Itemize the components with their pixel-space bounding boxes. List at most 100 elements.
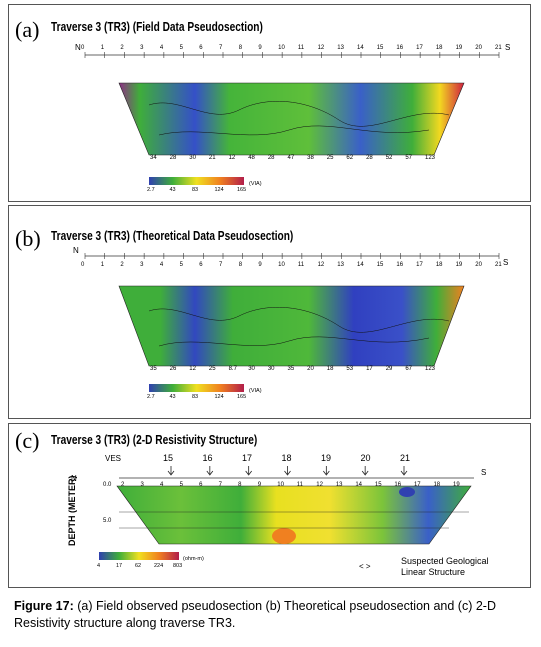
axis-tick-label: 10 bbox=[277, 482, 284, 488]
panel-a-pseudosection bbox=[118, 82, 465, 156]
axis-tick-label: 6 bbox=[199, 262, 203, 268]
ves-arrow bbox=[361, 466, 369, 476]
scale-tick-label: 2.7 bbox=[147, 394, 155, 400]
bottom-value: 123 bbox=[425, 155, 436, 161]
axis-tick-label: 13 bbox=[335, 482, 343, 488]
axis-tick-label: 9 bbox=[258, 262, 262, 268]
axis-tick-label: 9 bbox=[257, 482, 262, 488]
axis-tick-label: 8 bbox=[238, 262, 243, 268]
panel-c-depth-label: DEPTH (METER) bbox=[67, 475, 77, 547]
panel-c-depth-5: 5.0 bbox=[103, 518, 112, 524]
axis-tick-label: 3 bbox=[140, 482, 144, 488]
bottom-value: 62 bbox=[346, 155, 354, 161]
axis-tick-label: 10 bbox=[278, 45, 285, 51]
axis-tick-label: 8 bbox=[238, 45, 243, 51]
axis-tick-label: 11 bbox=[297, 45, 305, 51]
panel-b-pseudosection bbox=[118, 285, 465, 367]
bottom-value: 47 bbox=[287, 155, 295, 161]
axis-tick-label: 18 bbox=[433, 482, 441, 488]
panel-c-ves-label: VES bbox=[105, 454, 122, 463]
scale-tick-label: 165 bbox=[237, 187, 247, 193]
panel-c-colorbar bbox=[99, 552, 179, 560]
axis-tick-label: 19 bbox=[455, 45, 463, 51]
scale-tick-label: 43 bbox=[169, 187, 176, 193]
axis-tick-label: 4 bbox=[159, 262, 164, 268]
ves-number: 18 bbox=[281, 453, 292, 463]
scale-tick-label: 4 bbox=[97, 563, 101, 569]
axis-tick-label: 20 bbox=[475, 262, 482, 268]
scale-tick-label: 124 bbox=[214, 187, 224, 193]
axis-tick-label: 12 bbox=[316, 482, 323, 488]
axis-tick-label: 12 bbox=[317, 45, 325, 51]
ves-number: 20 bbox=[360, 453, 371, 463]
scale-unit: (VIA) bbox=[249, 388, 262, 394]
axis-tick-label: 11 bbox=[296, 482, 303, 488]
axis-tick-label: 17 bbox=[416, 45, 423, 51]
panel-a-label: (a) bbox=[15, 17, 40, 42]
panel-c-north: N bbox=[71, 474, 77, 483]
axis-tick-label: 21 bbox=[495, 45, 502, 51]
axis-tick-label: 14 bbox=[357, 45, 364, 51]
panel-a-plot bbox=[84, 52, 500, 185]
ves-number: 16 bbox=[202, 453, 213, 463]
axis-tick-label: 20 bbox=[475, 45, 482, 51]
panel-c-legend-text-2: Linear Structure bbox=[401, 567, 466, 577]
bottom-value: 53 bbox=[346, 366, 354, 372]
panel-a-ticks bbox=[84, 52, 500, 58]
panel-b-north: N bbox=[73, 246, 79, 255]
axis-tick-label: 12 bbox=[317, 262, 325, 268]
scale-tick-label: 165 bbox=[237, 394, 247, 400]
axis-tick-label: 4 bbox=[159, 45, 164, 51]
axis-tick-label: 19 bbox=[455, 262, 463, 268]
scale-tick-label: 83 bbox=[192, 187, 199, 193]
scale-tick-label: 62 bbox=[135, 563, 142, 569]
bottom-value: 12 bbox=[228, 155, 236, 161]
ves-number: 17 bbox=[242, 453, 253, 463]
panel-b-plot bbox=[84, 253, 500, 392]
scale-unit: (ohm-m) bbox=[183, 556, 204, 562]
bottom-value: 28 bbox=[169, 155, 177, 161]
panel-b-colorbar bbox=[149, 384, 244, 392]
bottom-value: 123 bbox=[425, 366, 436, 372]
bottom-value: 57 bbox=[405, 155, 413, 161]
panel-c-depth-0: 0.0 bbox=[103, 482, 112, 488]
axis-tick-label: 16 bbox=[396, 45, 404, 51]
panel-b-south: S bbox=[503, 258, 509, 267]
axis-tick-label: 5 bbox=[179, 45, 183, 51]
axis-tick-label: 17 bbox=[413, 482, 421, 488]
axis-tick-label: 3 bbox=[140, 45, 144, 51]
ves-arrow bbox=[284, 466, 291, 476]
axis-tick-label: 5 bbox=[179, 482, 183, 488]
panel-c-title: Traverse 3 (TR3) (2-D Resistivity Struct… bbox=[51, 432, 258, 447]
panel-a: (a) Traverse 3 (TR3) (Field Data Pseudos… bbox=[8, 4, 531, 202]
panel-c-south: S bbox=[481, 468, 487, 477]
axis-tick-label: 2 bbox=[120, 262, 124, 268]
panel-b-label: (b) bbox=[15, 226, 41, 251]
bottom-value: 29 bbox=[385, 366, 393, 372]
bottom-value: 67 bbox=[405, 366, 413, 372]
scale-tick-label: 224 bbox=[154, 563, 164, 569]
axis-tick-label: 6 bbox=[199, 482, 203, 488]
panel-b: (b) Traverse 3 (TR3) (Theoretical Data P… bbox=[8, 205, 531, 419]
ves-arrow bbox=[245, 466, 252, 476]
scale-tick-label: 43 bbox=[169, 394, 176, 400]
bottom-value: 18 bbox=[326, 366, 334, 372]
axis-tick-label: 3 bbox=[140, 262, 144, 268]
panel-a-north: N bbox=[75, 43, 81, 52]
axis-tick-label: 1 bbox=[100, 262, 105, 268]
axis-tick-label: 2 bbox=[120, 45, 124, 51]
scale-unit: (VIA) bbox=[249, 181, 262, 187]
axis-tick-label: 10 bbox=[278, 262, 285, 268]
axis-tick-label: 0 bbox=[81, 262, 85, 268]
panel-c: (c) Traverse 3 (TR3) (2-D Resistivity St… bbox=[8, 423, 531, 588]
ves-arrow bbox=[323, 466, 330, 476]
axis-tick-label: 0 bbox=[81, 45, 85, 51]
panel-c-plot bbox=[99, 466, 474, 560]
ves-arrow bbox=[400, 466, 408, 476]
bottom-value: 21 bbox=[208, 155, 216, 161]
axis-tick-label: 15 bbox=[376, 45, 384, 51]
bottom-value: 30 bbox=[248, 366, 255, 372]
bottom-value: 8.7 bbox=[228, 366, 237, 372]
bottom-value: 17 bbox=[366, 366, 373, 372]
axis-tick-label: 13 bbox=[337, 45, 344, 51]
